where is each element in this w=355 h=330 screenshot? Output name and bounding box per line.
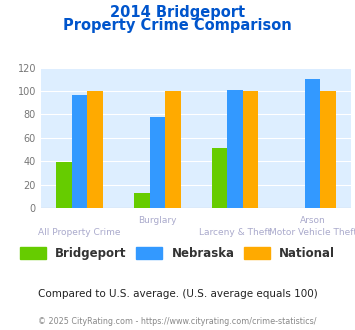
- Bar: [305, 79, 320, 208]
- Text: Motor Vehicle Theft: Motor Vehicle Theft: [269, 228, 355, 237]
- Bar: [72, 94, 87, 208]
- Text: All Property Crime: All Property Crime: [38, 228, 121, 237]
- Text: Arson: Arson: [300, 216, 326, 225]
- Bar: [149, 117, 165, 208]
- Bar: [134, 193, 149, 208]
- Bar: [87, 91, 103, 208]
- Bar: [243, 91, 258, 208]
- Bar: [212, 148, 227, 208]
- Text: Larceny & Theft: Larceny & Theft: [199, 228, 271, 237]
- Bar: [320, 91, 336, 208]
- Bar: [56, 162, 72, 208]
- Text: Property Crime Comparison: Property Crime Comparison: [63, 18, 292, 33]
- Text: Burglary: Burglary: [138, 216, 176, 225]
- Text: 2014 Bridgeport: 2014 Bridgeport: [110, 5, 245, 20]
- Bar: [165, 91, 181, 208]
- Text: © 2025 CityRating.com - https://www.cityrating.com/crime-statistics/: © 2025 CityRating.com - https://www.city…: [38, 317, 317, 326]
- Bar: [227, 90, 243, 208]
- Legend: Bridgeport, Nebraska, National: Bridgeport, Nebraska, National: [20, 247, 335, 260]
- Text: Compared to U.S. average. (U.S. average equals 100): Compared to U.S. average. (U.S. average …: [38, 289, 317, 299]
